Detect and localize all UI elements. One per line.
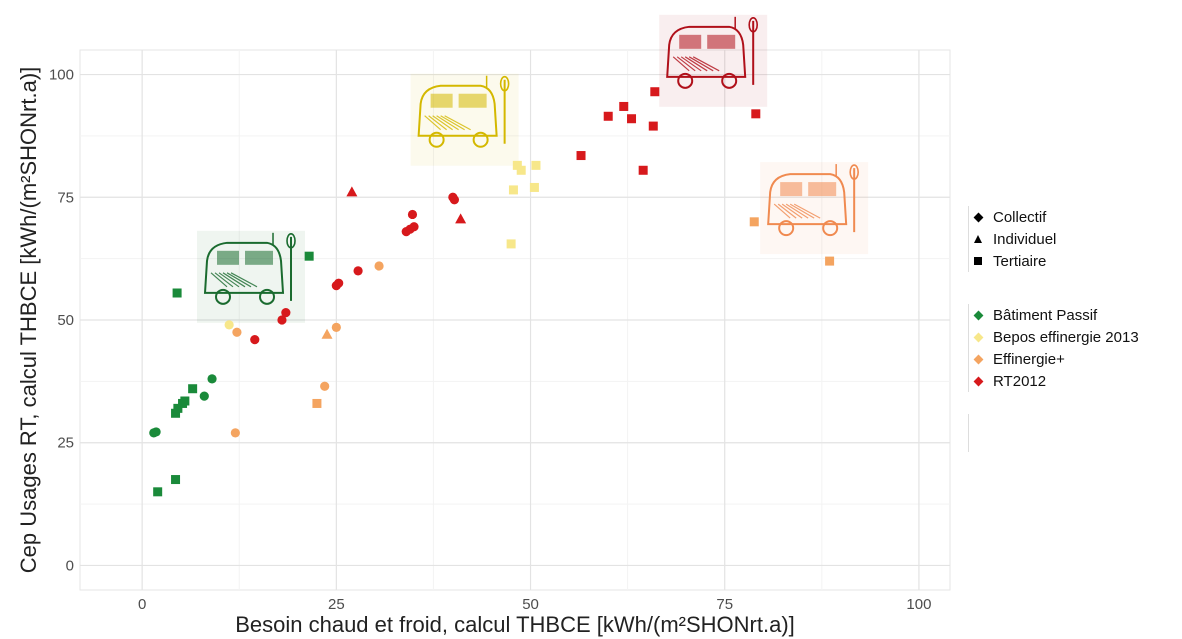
data-point (188, 384, 198, 394)
bepos-van-icon (410, 73, 519, 166)
van-icons (197, 14, 869, 323)
data-point (455, 213, 467, 224)
legend-label: Bepos effinergie 2013 (993, 328, 1139, 346)
data-point (334, 278, 344, 288)
data-point (627, 114, 637, 124)
legend-label: Bâtiment Passif (993, 306, 1098, 324)
legend-label: Collectif (993, 208, 1047, 226)
data-point (180, 396, 190, 406)
x-axis-ticks: 0 25 50 75 100 (138, 596, 931, 613)
x-tick-label: 100 (906, 596, 931, 613)
data-point (749, 217, 759, 227)
y-tick-label: 75 (57, 189, 74, 206)
data-point (173, 403, 183, 413)
data-point (232, 327, 242, 337)
data-point (619, 101, 629, 111)
shape-legend: Collectif Individuel Tertiaire (968, 206, 1056, 272)
data-point (516, 165, 526, 175)
data-point (374, 261, 384, 271)
data-point (449, 195, 460, 205)
x-tick-label: 50 (522, 596, 539, 613)
data-point (230, 428, 240, 438)
y-tick-label: 100 (49, 67, 74, 84)
data-point (407, 209, 418, 220)
data-point (172, 288, 182, 298)
legend-label: Effinergie+ (993, 350, 1065, 368)
legend-item-rt2012: RT2012 (969, 370, 1139, 392)
legend-item-effinergie: Effinergie+ (969, 348, 1139, 370)
data-point (506, 239, 516, 249)
y-tick-label: 0 (66, 557, 74, 574)
data-point (508, 185, 518, 195)
data-point (250, 335, 260, 345)
data-point (603, 111, 613, 121)
y-tick-label: 25 (57, 435, 74, 452)
data-point (320, 381, 330, 391)
rt2012-van-icon (659, 14, 768, 107)
data-point (576, 151, 586, 161)
passif-van-icon (197, 230, 306, 323)
data-points (149, 87, 835, 497)
legend-item-batiment-passif: Bâtiment Passif (969, 304, 1139, 326)
data-point (648, 121, 658, 131)
data-point (304, 251, 314, 261)
data-point (353, 266, 363, 276)
grid-lines (80, 50, 950, 590)
square-icon (969, 252, 987, 270)
empty-legend-box (968, 414, 1001, 452)
triangle-icon (969, 230, 987, 248)
data-point (331, 322, 341, 332)
data-point (224, 320, 234, 330)
y-tick-label: 50 (57, 312, 74, 329)
y-axis-title: Cep Usages RT, calcul THBCE [kWh/(m²SHON… (16, 67, 41, 574)
data-point (171, 475, 181, 485)
diamond-icon (969, 328, 987, 346)
diamond-icon (969, 306, 987, 324)
diamond-icon (969, 350, 987, 368)
data-point (151, 427, 161, 437)
diamond-icon (969, 372, 987, 390)
data-point (409, 222, 419, 232)
data-point (312, 398, 322, 408)
legend-item-tertiaire: Tertiaire (969, 250, 1056, 272)
data-point (199, 391, 209, 401)
diamond-icon (969, 208, 987, 226)
legend-item-individuel: Individuel (969, 228, 1056, 250)
data-point (529, 182, 539, 192)
data-point (531, 160, 541, 170)
data-point (207, 374, 217, 384)
color-legend: Bâtiment Passif Bepos effinergie 2013 Ef… (968, 304, 1139, 392)
data-point (346, 186, 358, 197)
legend-item-collectif: Collectif (969, 206, 1056, 228)
data-point (281, 308, 291, 318)
legend-label: RT2012 (993, 372, 1047, 390)
x-tick-label: 25 (328, 596, 345, 613)
data-point (512, 160, 522, 170)
data-point (171, 408, 181, 418)
data-point (638, 165, 648, 175)
x-axis-title: Besoin chaud et froid, calcul THBCE [kWh… (235, 612, 795, 637)
x-tick-label: 75 (716, 596, 733, 613)
data-point (825, 256, 835, 266)
legend-label: Tertiaire (993, 252, 1047, 270)
legend-item-bepos: Bepos effinergie 2013 (969, 326, 1139, 348)
data-point (321, 328, 333, 339)
y-axis-ticks: 0 25 50 75 100 (49, 67, 74, 575)
data-point (751, 109, 761, 119)
data-point (650, 87, 660, 97)
x-tick-label: 0 (138, 596, 146, 613)
legend-label: Individuel (993, 230, 1057, 248)
effinergie-van-icon (760, 162, 869, 255)
data-point (153, 487, 163, 497)
data-point (277, 315, 287, 325)
